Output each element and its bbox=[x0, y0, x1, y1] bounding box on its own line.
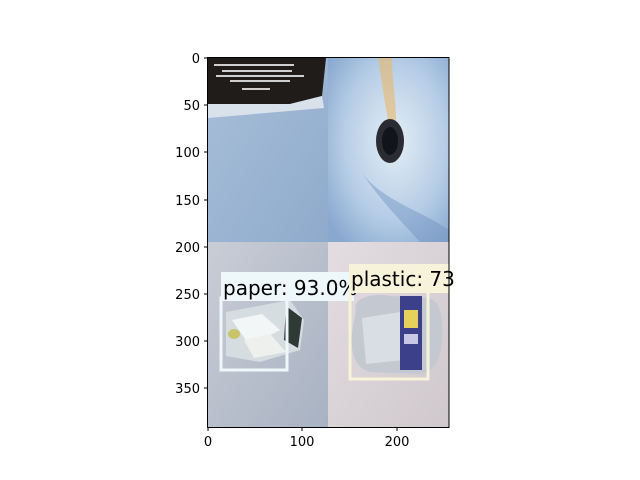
detection-plastic: plastic: 73 bbox=[348, 264, 455, 381]
axes-frame bbox=[207, 57, 450, 428]
crushed-bottle-photo bbox=[226, 300, 304, 362]
y-tick-label: 200 bbox=[175, 241, 200, 256]
x-tick-label: 100 bbox=[290, 435, 315, 450]
detection-label-bg-paper bbox=[221, 272, 354, 301]
x-tick-label: 0 bbox=[204, 435, 212, 450]
tile-top-left bbox=[208, 58, 328, 242]
y-tick-label: 150 bbox=[175, 194, 200, 209]
y-tick-label: 300 bbox=[175, 335, 200, 350]
tile-bottom-left bbox=[208, 242, 328, 428]
image-grid bbox=[208, 58, 449, 428]
y-axis: 0 50 100 150 200 250 300 350 bbox=[175, 52, 208, 397]
detection-label-paper: paper: 93.0% bbox=[223, 276, 357, 300]
detection-label-plastic: plastic: 73 bbox=[351, 267, 455, 291]
y-tick-label: 50 bbox=[183, 99, 200, 114]
x-axis: 0 100 200 bbox=[204, 427, 410, 450]
x-tick-label: 200 bbox=[385, 435, 410, 450]
y-tick-label: 350 bbox=[175, 382, 200, 397]
y-tick-label: 0 bbox=[192, 52, 200, 67]
plastic-bottle-photo bbox=[351, 294, 443, 374]
printed-text-marks bbox=[214, 64, 304, 90]
detection-paper: paper: 93.0% bbox=[219, 272, 357, 372]
y-tick-label: 100 bbox=[175, 146, 200, 161]
detection-label-bg-plastic bbox=[349, 264, 449, 293]
tile-top-right bbox=[328, 58, 449, 242]
bottle-label-photo bbox=[400, 296, 422, 370]
y-tick-label: 250 bbox=[175, 288, 200, 303]
